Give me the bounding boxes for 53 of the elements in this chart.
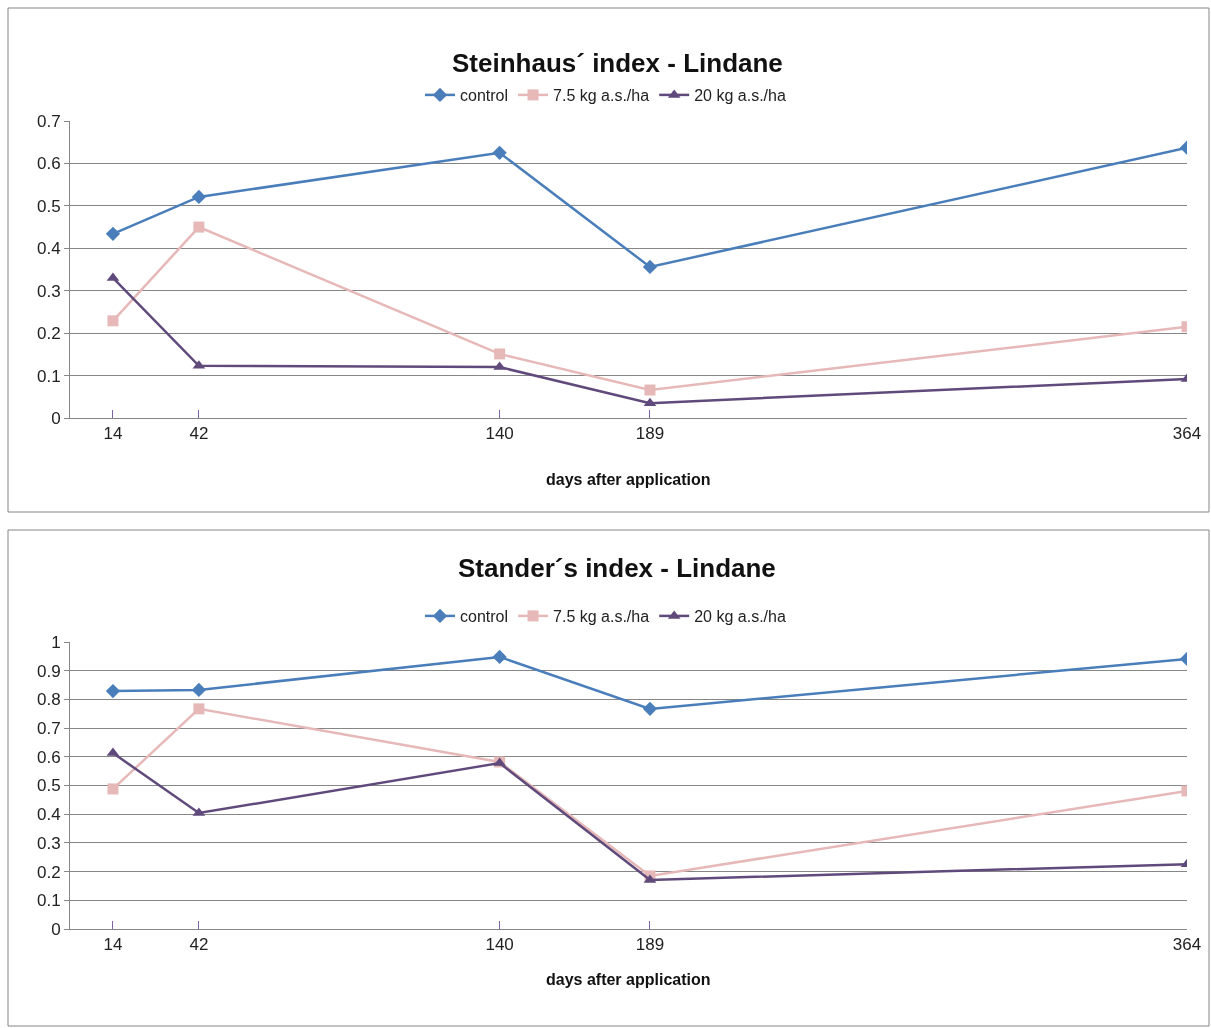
x-tick-label: 42 <box>189 424 209 444</box>
y-tick-label: 0.7 <box>36 719 61 739</box>
legend-label: 7.5 kg a.s./ha <box>553 87 650 105</box>
y-tick-label: 0.6 <box>36 154 61 174</box>
y-tick-label: 1 <box>51 632 61 652</box>
point <box>642 701 658 717</box>
x-tick-label: 14 <box>103 424 123 444</box>
point <box>642 259 658 275</box>
y-tick-label: 0.4 <box>36 239 61 259</box>
y-tick-label: 0.2 <box>36 324 61 344</box>
y-tick-label: 0.3 <box>36 281 61 301</box>
legend-label: control <box>460 87 509 105</box>
y-tick-label: 0.8 <box>36 690 61 710</box>
y-tick-label: 0.5 <box>36 196 61 216</box>
point <box>193 221 205 233</box>
x-tick-label: 42 <box>189 935 209 955</box>
point <box>494 348 506 360</box>
legend-label: control <box>460 608 509 626</box>
y-tick-label: 0.1 <box>36 891 61 911</box>
x-tick-label: 140 <box>485 424 514 444</box>
x-tick-label: 364 <box>1172 424 1202 444</box>
point <box>107 315 119 327</box>
y-tick-label: 0.2 <box>36 862 61 882</box>
chart-title: Steinhaus´ index - Lindane <box>452 48 783 78</box>
legend-label: 20 kg a.s./ha <box>694 608 786 626</box>
point <box>644 384 656 396</box>
y-tick-label: 0.5 <box>36 776 61 796</box>
point <box>193 703 205 715</box>
y-tick-label: 0 <box>51 919 61 939</box>
chart-title: Stander´s index - Lindane <box>458 553 776 583</box>
x-axis-title: days after application <box>546 971 711 988</box>
point <box>105 683 121 699</box>
point <box>492 649 507 665</box>
y-tick-label: 0.3 <box>36 833 61 853</box>
x-tick-label: 14 <box>103 935 123 955</box>
y-tick-label: 0 <box>51 408 61 428</box>
y-tick-label: 0.9 <box>36 661 61 681</box>
point <box>492 145 507 160</box>
y-tick-label: 0.7 <box>36 111 61 131</box>
y-tick-label: 0.6 <box>36 747 61 767</box>
y-tick-label: 0.4 <box>36 805 61 825</box>
x-tick-label: 140 <box>485 935 514 955</box>
x-tick-label: 189 <box>635 424 665 444</box>
x-tick-label: 364 <box>1172 935 1202 955</box>
point <box>105 226 121 242</box>
point <box>191 189 207 205</box>
x-tick-label: 189 <box>635 935 665 955</box>
y-tick-label: 0.1 <box>36 366 61 386</box>
point <box>191 682 207 698</box>
legend-label: 20 kg a.s./ha <box>694 87 786 105</box>
point <box>107 783 119 795</box>
x-axis-title: days after application <box>546 471 711 488</box>
legend-label: 7.5 kg a.s./ha <box>553 608 650 626</box>
